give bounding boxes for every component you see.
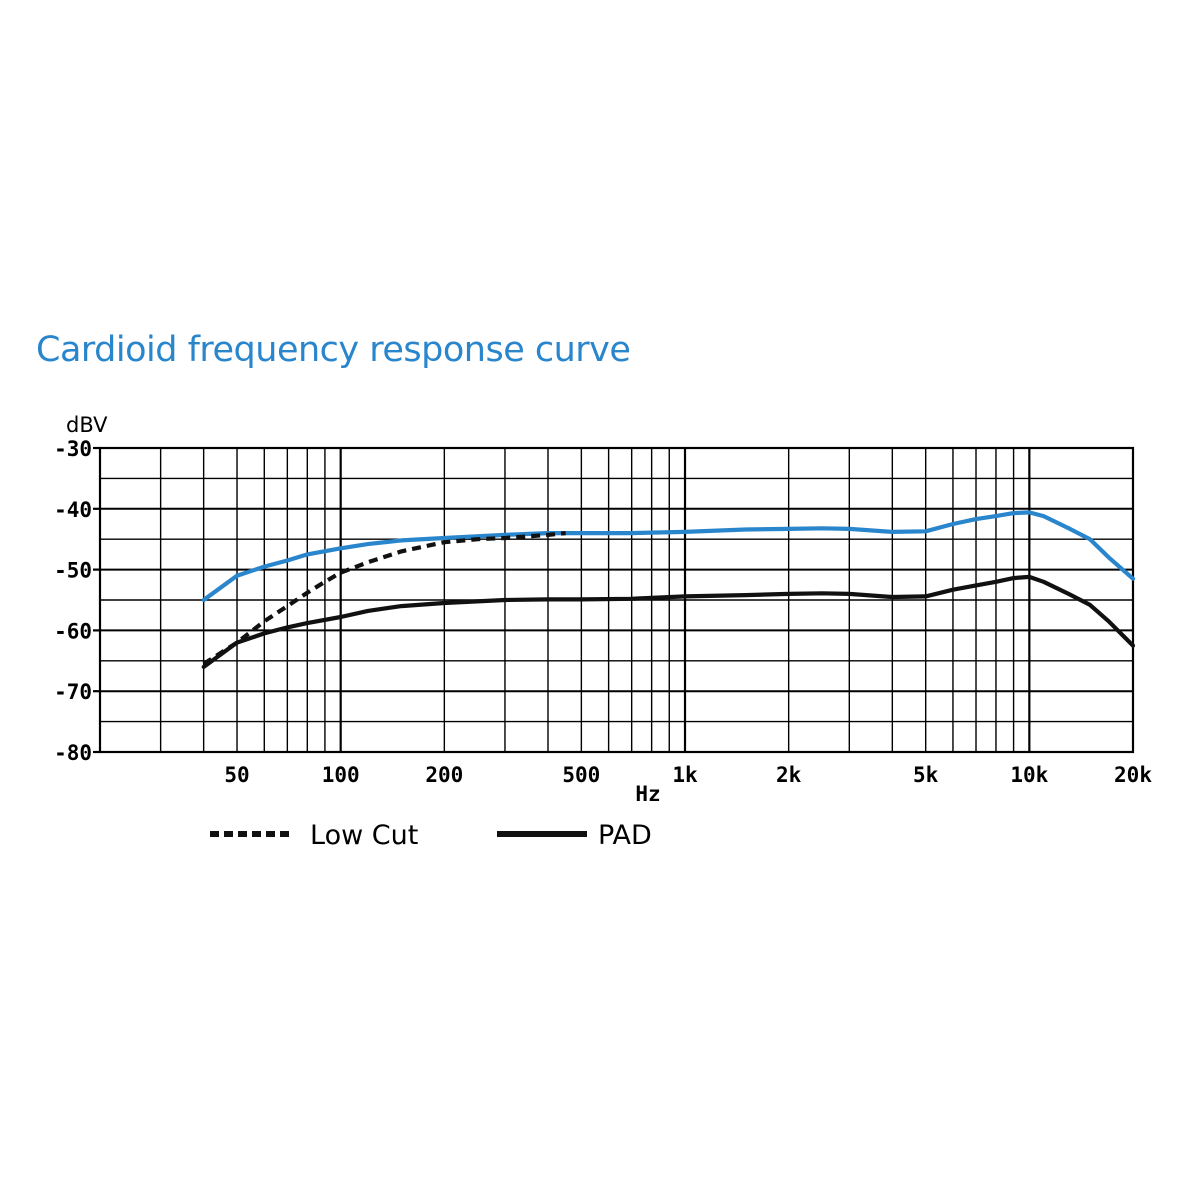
grid <box>98 446 1135 754</box>
y-axis-label: dBV <box>66 413 108 437</box>
x-tick-label: 200 <box>425 763 463 787</box>
plot-frame <box>98 446 1135 754</box>
x-tick-label: 5k <box>913 763 939 787</box>
x-tick-label: 10k <box>1010 763 1048 787</box>
series-line-0 <box>201 510 1136 603</box>
series-line-2 <box>201 574 1136 670</box>
legend-label-1: PAD <box>598 820 652 851</box>
y-tick-label: -50 <box>54 559 92 583</box>
legend: Low Cut PAD <box>210 820 652 851</box>
x-tick-label: 100 <box>322 763 360 787</box>
x-tick-label: 1k <box>672 763 698 787</box>
x-tick-label: 500 <box>562 763 600 787</box>
x-axis-label: Hz <box>635 782 660 806</box>
y-tick-label: -80 <box>54 741 92 765</box>
legend-label-0: Low Cut <box>310 820 418 851</box>
y-tick-label: -30 <box>54 437 92 461</box>
y-tick-label: -40 <box>54 498 92 522</box>
series-lines <box>201 510 1136 670</box>
axes: -30 -40 -50 -60 -70 -80 dBV 50 100 200 500 1k 2k 5k 10… <box>54 413 1152 806</box>
chart-title: Cardioid frequency response curve <box>36 330 631 370</box>
y-tick-label: -60 <box>54 619 92 643</box>
x-tick-label: 20k <box>1114 763 1152 787</box>
x-tick-label: 50 <box>224 763 249 787</box>
x-tick-label: 2k <box>776 763 802 787</box>
series-line-1 <box>202 531 566 666</box>
y-tick-label: -70 <box>54 680 92 704</box>
